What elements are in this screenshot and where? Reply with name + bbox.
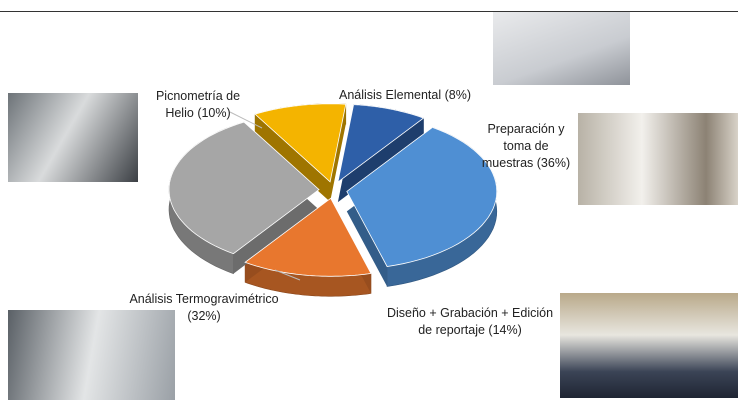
category: Análisis Termogravimétrico xyxy=(129,292,279,306)
label-diseno: Diseño + Grabación + Edición de reportaj… xyxy=(380,305,560,339)
category: Análisis Elemental xyxy=(338,88,442,102)
photo-classroom xyxy=(560,293,738,398)
photo-analyzer xyxy=(493,12,630,85)
category: Diseño + Grabación + Edición de reportaj… xyxy=(386,306,554,337)
slice xyxy=(346,126,498,267)
slice-edge xyxy=(255,104,346,202)
value-label: (36%) xyxy=(536,156,571,170)
photo-thermo-instrument xyxy=(8,310,175,400)
slice xyxy=(244,197,372,277)
label-picnometria: Picnometría de Helio (10%) xyxy=(148,88,248,122)
slice xyxy=(168,121,320,255)
slice-edge xyxy=(337,104,424,203)
photo-lab-instrument xyxy=(8,93,138,182)
slice xyxy=(254,103,347,183)
value-label: (8%) xyxy=(444,88,472,102)
photo-sample-prep xyxy=(578,113,738,205)
label-termogravimetrico: Análisis Termogravimétrico (32%) xyxy=(118,291,290,325)
value-label: (32%) xyxy=(187,309,221,323)
leader-line xyxy=(274,269,301,281)
label-preparacion: Preparación y toma de muestras (36%) xyxy=(478,121,574,172)
top-rule xyxy=(0,11,738,12)
slice-edge xyxy=(346,127,433,287)
value-label: (14%) xyxy=(488,323,522,337)
slice xyxy=(337,104,425,184)
value-label: (10%) xyxy=(197,106,231,120)
category: Preparación y toma de muestras xyxy=(481,122,565,170)
category: Picnometría de Helio xyxy=(155,89,241,120)
leader-line xyxy=(229,111,263,129)
label-elemental: Análisis Elemental (8%) xyxy=(330,87,480,104)
